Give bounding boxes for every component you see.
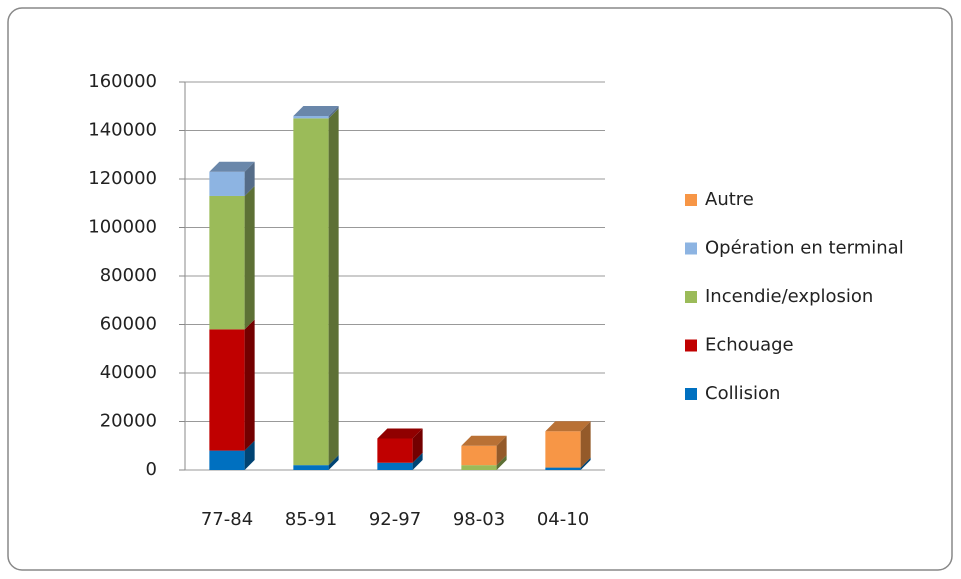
x-tick-label: 92-97 [369, 509, 421, 530]
x-tick-label: 85-91 [285, 509, 337, 530]
y-tick-label: 80000 [100, 265, 157, 286]
bar-segment [209, 329, 245, 451]
bar-side [580, 421, 591, 468]
bar-segment [293, 115, 329, 119]
bar-side [496, 455, 507, 470]
legend-swatch [685, 388, 697, 400]
bar-top [545, 421, 591, 432]
bar-segment [461, 445, 497, 466]
bar-segment [545, 467, 581, 470]
legend-swatch [685, 194, 697, 206]
y-tick-label: 140000 [88, 120, 157, 141]
bar-segment [209, 195, 245, 330]
bar-segment [545, 431, 581, 468]
bar-segment [209, 450, 245, 470]
bar-side [412, 452, 423, 470]
bar-segment [461, 465, 497, 470]
legend-label: Echouage [705, 335, 794, 356]
legend-label: Opération en terminal [705, 238, 904, 259]
bar-side [244, 319, 255, 451]
legend-label: Incendie/explosion [705, 286, 873, 307]
legend-label: Collision [705, 383, 780, 404]
y-tick-label: 40000 [100, 362, 157, 383]
legend-swatch [685, 291, 697, 303]
y-tick-label: 100000 [88, 217, 157, 238]
bar-side [580, 457, 591, 470]
bar-side [412, 428, 423, 463]
bar-side [328, 108, 339, 466]
legend-label: Autre [705, 189, 754, 210]
bar-side [496, 435, 507, 466]
y-tick-label: 20000 [100, 411, 157, 432]
bar-segment [377, 438, 413, 463]
bar-top [377, 428, 423, 439]
bar-segment [377, 462, 413, 470]
bar-side [328, 455, 339, 470]
y-tick-label: 160000 [88, 71, 157, 92]
legend-swatch [685, 242, 697, 255]
bar-side [244, 161, 255, 196]
bar-side [244, 440, 255, 470]
bar-segment [293, 118, 329, 466]
bar-segment [209, 171, 245, 196]
bar-side [244, 185, 255, 330]
y-tick-label: 0 [146, 459, 157, 480]
bar-top [209, 161, 255, 172]
legend-swatch [685, 339, 697, 352]
y-tick-label: 120000 [88, 168, 157, 189]
bar-side [328, 105, 339, 119]
x-tick-label: 04-10 [537, 509, 589, 530]
bar-top [461, 435, 507, 446]
bar-segment [293, 465, 329, 470]
y-tick-label: 60000 [100, 314, 157, 335]
x-tick-label: 77-84 [201, 509, 253, 530]
x-tick-label: 98-03 [453, 509, 505, 530]
bar-top [293, 105, 339, 116]
